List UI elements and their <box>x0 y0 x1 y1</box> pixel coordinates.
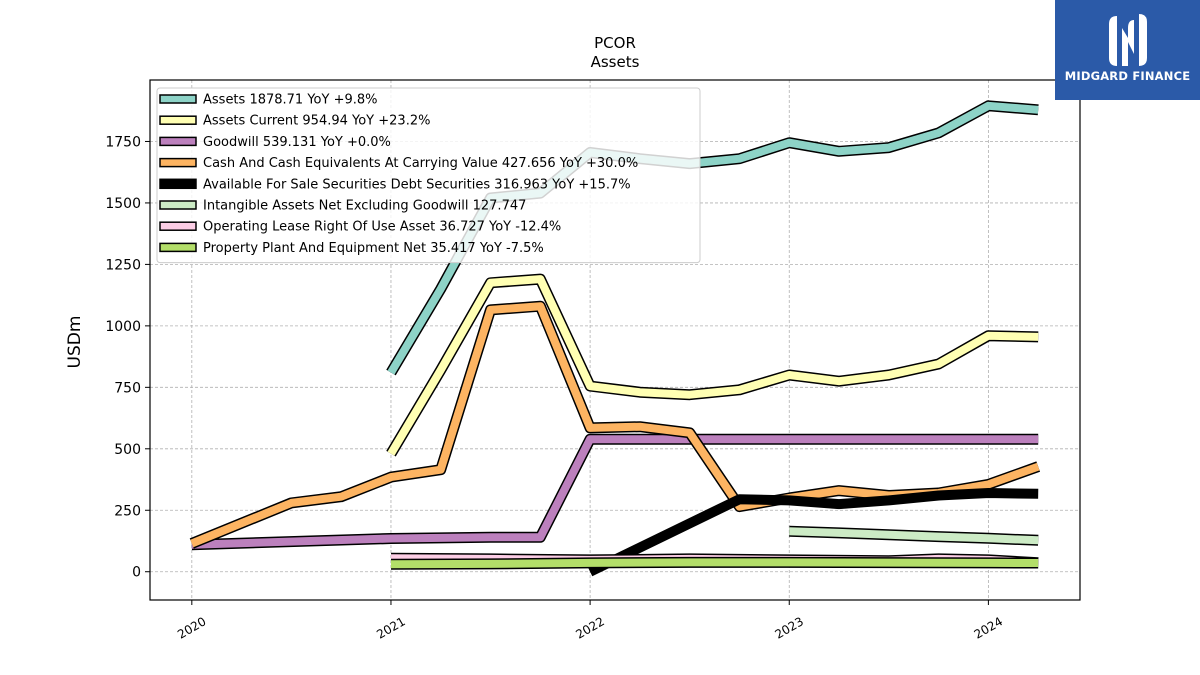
x-tick-label: 2020 <box>175 614 208 641</box>
legend-label: Property Plant And Equipment Net 35.417 … <box>203 241 544 256</box>
legend-label: Intangible Assets Net Excluding Goodwill… <box>203 199 526 214</box>
y-tick-label: 1750 <box>105 134 141 150</box>
y-tick-label: 500 <box>114 442 141 458</box>
series-line <box>191 435 1039 549</box>
y-tick-label: 1250 <box>105 257 141 273</box>
y-tick-label: 250 <box>114 503 141 519</box>
legend-label: Goodwill 539.131 YoY +0.0% <box>203 135 391 150</box>
legend-swatch <box>159 200 197 210</box>
legend-label: Assets Current 954.94 YoY +23.2% <box>203 114 430 129</box>
legend-label: Assets 1878.71 YoY +9.8% <box>203 93 378 108</box>
series-line <box>789 527 1039 545</box>
legend-swatch <box>159 178 197 190</box>
y-axis-label: USDm <box>65 316 85 369</box>
legend-swatch <box>159 221 197 231</box>
legend-label: Operating Lease Right Of Use Asset 36.72… <box>203 220 561 235</box>
y-tick-label: 750 <box>114 380 141 396</box>
brand-logo: MIDGARD FINANCE <box>1055 0 1200 100</box>
legend: Assets 1878.71 YoY +9.8% Assets Current 9… <box>156 87 701 264</box>
legend-swatch <box>159 242 197 253</box>
x-tick-label: 2023 <box>773 614 806 641</box>
legend-swatch <box>159 94 197 104</box>
chart-title: PCOR <box>594 34 636 52</box>
series-1 <box>386 273 1039 457</box>
plot-frame <box>149 79 1081 601</box>
y-tick-label: 0 <box>132 565 141 581</box>
y-tick-label: 1500 <box>105 196 141 212</box>
series-line <box>387 275 1039 456</box>
brand-name: MIDGARD FINANCE <box>1064 69 1191 83</box>
series-line <box>587 488 1039 577</box>
series-line <box>190 302 1040 548</box>
series-3 <box>189 300 1041 549</box>
legend-label: Available For Sale Securities Debt Secur… <box>203 177 631 192</box>
y-tick-label: 1000 <box>105 319 141 335</box>
x-tick-label: 2024 <box>972 614 1005 641</box>
series-2 <box>191 433 1039 551</box>
series-5 <box>789 525 1039 546</box>
series-4 <box>587 488 1039 577</box>
legend-label: Cash And Cash Equivalents At Carrying Va… <box>203 156 638 171</box>
series-7 <box>390 556 1039 570</box>
x-tick-label: 2022 <box>573 614 606 641</box>
legend-box <box>156 87 701 264</box>
x-tick-label: 2021 <box>374 614 407 641</box>
midgard-logo-icon <box>1109 14 1147 66</box>
legend-swatch <box>159 157 197 168</box>
legend-swatch <box>159 115 197 125</box>
legend-swatch <box>159 136 197 147</box>
chart-subtitle: Assets <box>591 53 640 71</box>
series-line <box>390 558 1039 569</box>
